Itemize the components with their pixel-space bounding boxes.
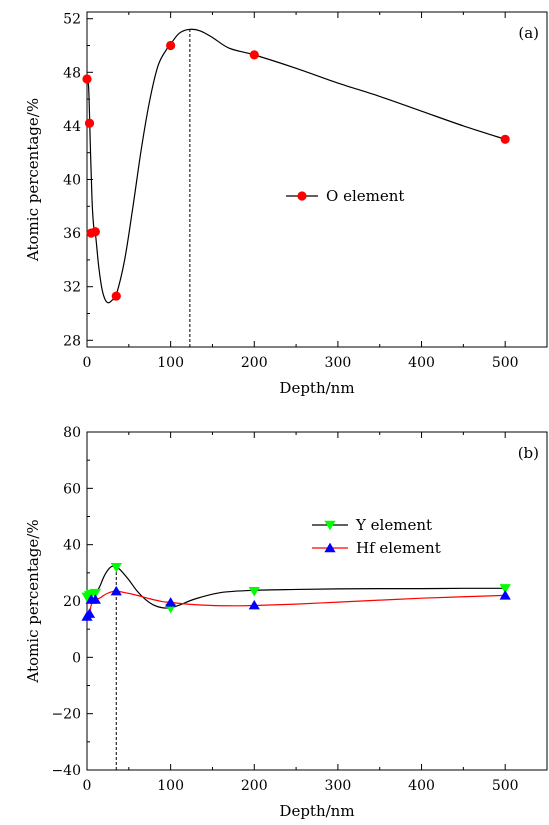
x-tick-label: 400 <box>408 778 435 794</box>
data-point-o-element <box>84 118 95 128</box>
x-tick-label: 300 <box>325 778 352 794</box>
series-curves <box>86 565 506 770</box>
plot-frame <box>86 431 548 771</box>
y-axis-title: Atomic percentage/% <box>24 519 42 683</box>
panel-b-chart: 0 100 200 300 400 500 −40 −20 0 20 40 60 80 (b) Dept… <box>24 425 548 820</box>
data-point-o-element <box>500 134 510 144</box>
data-point-o-element <box>82 74 92 84</box>
data-point-hf-element <box>83 608 96 618</box>
x-tick-label: 100 <box>157 778 184 794</box>
x-tick-label: 200 <box>241 355 268 371</box>
legend-label-o-element: O element <box>326 187 404 205</box>
x-axis-title: Depth/nm <box>279 379 354 397</box>
y-axis-title: Atomic percentage/% <box>24 98 42 262</box>
axis-ticks: 0 100 200 300 400 500 −40 −20 0 20 40 60 80 <box>51 425 518 794</box>
data-point-hf-element <box>165 597 177 607</box>
data-point-y-element <box>110 563 122 573</box>
data-point-hf-element <box>248 599 260 610</box>
legend-label-y-element: Y element <box>355 516 432 534</box>
axis-ticks: 0 100 200 300 400 500 28 32 36 40 44 48 52 <box>63 12 518 371</box>
series-markers <box>82 40 510 301</box>
y-tick-label: 20 <box>63 594 81 610</box>
y-tick-label: −20 <box>51 707 81 723</box>
series-line-y-element <box>86 565 506 609</box>
data-point-y-element <box>499 584 511 594</box>
legend: O element <box>286 187 404 205</box>
x-tick-label: 0 <box>83 355 92 371</box>
y-tick-label: 0 <box>72 650 81 666</box>
y-tick-label: 60 <box>63 481 81 497</box>
legend-marker-y-element <box>324 520 336 531</box>
x-tick-label: 200 <box>241 778 268 794</box>
y-tick-label: 40 <box>63 173 81 189</box>
data-point-y-element <box>89 588 101 599</box>
series-curves <box>86 28 506 347</box>
x-tick-label: 500 <box>492 778 519 794</box>
x-tick-label: 100 <box>157 355 184 371</box>
series-markers <box>81 563 511 621</box>
y-tick-label: 48 <box>63 65 81 81</box>
x-tick-label: 300 <box>325 355 352 371</box>
data-point-o-element <box>111 291 121 301</box>
y-tick-label: −40 <box>51 763 81 779</box>
panel-a-chart: 0 100 200 300 400 500 28 32 36 40 44 48 52 (a) Depth… <box>24 11 548 397</box>
y-tick-label: 32 <box>63 280 81 296</box>
y-tick-label: 28 <box>63 333 81 349</box>
data-point-y-element <box>248 586 260 597</box>
y-tick-label: 80 <box>63 425 81 441</box>
x-tick-label: 400 <box>408 355 435 371</box>
data-point-hf-element <box>89 594 101 604</box>
y-tick-label: 40 <box>63 538 81 554</box>
panel-label: (b) <box>518 444 539 462</box>
plot-frame <box>86 11 548 348</box>
y-tick-label: 44 <box>63 119 81 135</box>
y-tick-label: 52 <box>63 12 81 28</box>
legend-marker-hf-element <box>324 542 336 553</box>
panel-label: (a) <box>518 24 539 42</box>
series-line-hf-element <box>86 590 506 617</box>
y-tick-label: 36 <box>63 226 81 242</box>
x-tick-label: 500 <box>492 355 519 371</box>
data-point-hf-element <box>499 590 511 600</box>
legend-label-hf-element: Hf element <box>356 539 441 557</box>
series-line-o-element <box>86 28 506 304</box>
data-point-o-element <box>249 50 259 60</box>
x-tick-label: 0 <box>83 778 92 794</box>
legend: Y element Hf element <box>312 516 441 557</box>
legend-marker-o-element <box>297 191 307 201</box>
data-point-o-element <box>166 40 176 51</box>
data-point-o-element <box>90 227 100 237</box>
data-point-hf-element <box>110 585 122 596</box>
x-axis-title: Depth/nm <box>279 802 354 820</box>
